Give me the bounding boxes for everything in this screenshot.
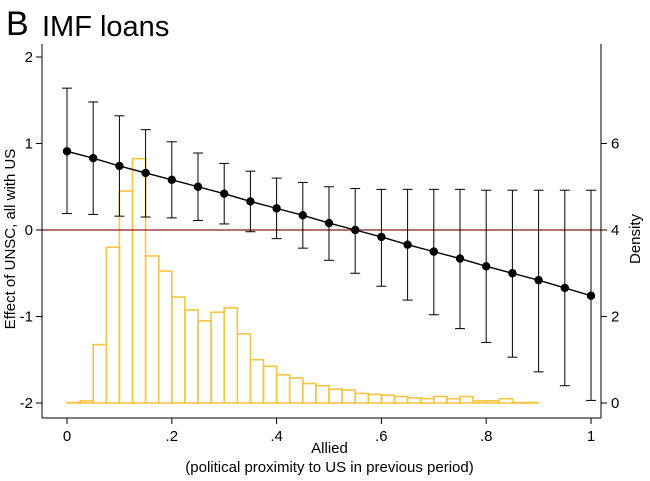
- effect-point: [193, 182, 203, 191]
- y-left-tick-label: 1: [25, 136, 33, 153]
- effect-point: [141, 168, 150, 178]
- histogram-bar: [184, 309, 199, 404]
- effect-point: [429, 247, 438, 256]
- effect-point: [482, 262, 491, 271]
- histogram-bar: [144, 255, 160, 404]
- chart-title: IMF loans: [42, 11, 170, 43]
- effect-point: [324, 218, 334, 228]
- effect-point: [272, 204, 281, 213]
- axes: [36, 44, 607, 424]
- histogram-bar: [210, 311, 226, 404]
- histogram-bar: [157, 270, 173, 404]
- y-right-tick-label: 6: [611, 136, 619, 153]
- histogram-bar: [197, 320, 212, 404]
- effect-point: [115, 161, 124, 171]
- histogram-bar: [393, 395, 409, 404]
- y-left-tick-label: -1: [20, 309, 33, 326]
- histogram-bar: [419, 397, 435, 404]
- histogram-bar: [171, 296, 186, 404]
- effect-series: [62, 87, 596, 401]
- histogram-bar: [92, 343, 108, 404]
- effect-point: [246, 197, 255, 206]
- histogram-bar: [472, 400, 488, 404]
- y-left-tick-label: 2: [25, 49, 33, 66]
- histogram-bar: [485, 400, 501, 404]
- y-right-axis-title: Density: [627, 213, 644, 264]
- y-left-tick-label: 0: [25, 222, 33, 239]
- effect-point: [534, 275, 543, 285]
- histogram-bar: [354, 392, 370, 404]
- effect-point: [560, 283, 569, 293]
- y-right-tick-label: 4: [611, 222, 619, 239]
- histogram-bar: [301, 382, 317, 404]
- effect-point: [508, 269, 517, 278]
- histogram-bar: [432, 395, 448, 404]
- x-axis-subtitle: (political proximity to US in previous p…: [185, 459, 473, 476]
- histogram-bar: [406, 397, 422, 404]
- x-tick-label: 1: [587, 428, 595, 445]
- x-tick-label: .6: [375, 428, 388, 445]
- x-axis-title: Allied: [311, 440, 348, 457]
- histogram-bar: [275, 374, 291, 404]
- histogram-bar: [498, 397, 514, 404]
- histogram-bar: [288, 377, 304, 404]
- histogram-bar: [66, 401, 81, 404]
- histogram-bar: [118, 190, 134, 404]
- effect-point: [298, 211, 307, 220]
- effect-point: [403, 240, 412, 249]
- histogram-bar: [262, 365, 278, 404]
- histogram-bar: [105, 246, 121, 404]
- histogram-bar: [511, 401, 527, 404]
- effect-point: [89, 154, 98, 163]
- histogram-bar: [131, 157, 147, 404]
- density-histogram: [66, 157, 540, 404]
- x-tick-label: .4: [270, 428, 283, 445]
- y-right-tick-label: 2: [611, 309, 619, 326]
- effect-point: [220, 189, 229, 198]
- effect-point: [586, 291, 596, 300]
- histogram-bar: [79, 400, 94, 404]
- y-left-tick-label: -2: [20, 395, 33, 412]
- histogram-bar: [315, 384, 330, 404]
- effect-point: [167, 175, 176, 185]
- y-left-axis-title: Effect of UNSC, all with US: [2, 149, 19, 330]
- effect-point: [62, 147, 72, 156]
- histogram-bar: [446, 397, 461, 404]
- histogram-bar: [524, 401, 540, 404]
- histogram-bar: [380, 394, 396, 404]
- x-tick-label: .8: [480, 428, 493, 445]
- histogram-bar: [367, 393, 383, 404]
- histogram-bar: [223, 307, 239, 404]
- x-tick-label: .2: [166, 428, 179, 445]
- histogram-bar: [249, 358, 265, 404]
- effect-point: [351, 225, 360, 235]
- x-tick-label: 0: [63, 428, 71, 445]
- y-right-tick-label: 0: [611, 395, 619, 412]
- histogram-bar: [459, 395, 474, 404]
- histogram-bar: [236, 332, 252, 404]
- effect-point: [377, 232, 386, 242]
- histogram-bar: [328, 388, 343, 404]
- histogram-bar: [341, 389, 357, 404]
- panel-label: B: [6, 5, 29, 43]
- effect-point: [455, 254, 465, 263]
